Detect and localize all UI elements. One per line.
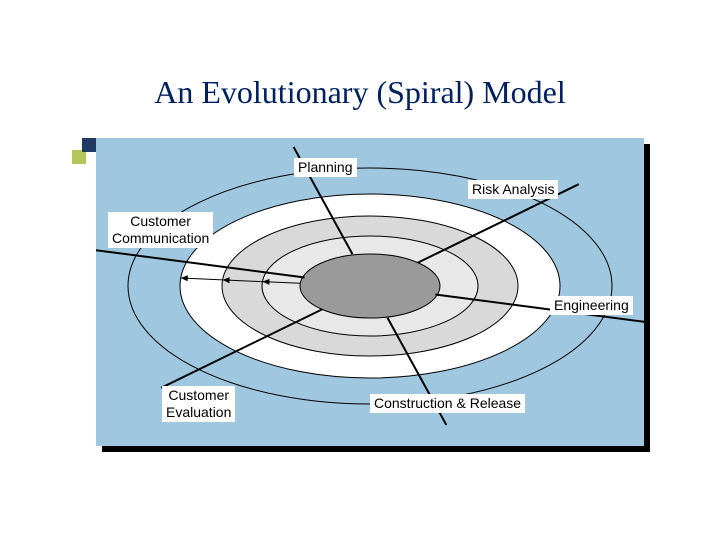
- label-engineering: Engineering: [550, 296, 633, 315]
- label-customer-evaluation: Customer Evaluation: [162, 386, 235, 422]
- spiral-diagram: Planning Risk Analysis Customer Communic…: [96, 138, 644, 446]
- slide-title: An Evolutionary (Spiral) Model: [0, 74, 720, 111]
- bullet-square-front: [82, 138, 96, 152]
- label-construction-release: Construction & Release: [370, 394, 525, 413]
- label-customer-communication: Customer Communication: [108, 212, 213, 248]
- label-risk-analysis: Risk Analysis: [468, 180, 558, 199]
- slide: An Evolutionary (Spiral) Model Planning …: [0, 0, 720, 540]
- label-planning: Planning: [294, 158, 357, 177]
- bullet-square-back: [72, 150, 86, 164]
